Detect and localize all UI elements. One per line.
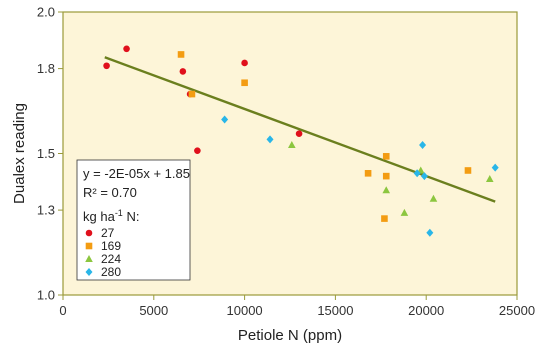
y-tick-label: 2.0: [37, 5, 55, 20]
data-point: [241, 79, 248, 87]
x-tick-label: 20000: [408, 303, 444, 318]
legend-marker-280: [85, 268, 93, 276]
legend-label: 27: [101, 226, 115, 240]
legend-title: kg ha-1 N:: [83, 208, 139, 224]
y-axis-ticks: 1.0 1.3 1.5 1.8 2.0: [37, 5, 63, 303]
data-point: [400, 208, 409, 216]
data-point: [364, 170, 372, 177]
x-tick-label: 15000: [317, 303, 353, 318]
data-point: [382, 186, 391, 194]
data-point: [420, 172, 428, 181]
y-tick-label: 1.8: [37, 61, 55, 76]
data-point: [464, 167, 472, 174]
data-point: [413, 169, 421, 178]
data-point: [485, 174, 494, 182]
legend-marker-169: [85, 242, 93, 250]
data-point: [288, 141, 296, 149]
x-tick-label: 10000: [227, 303, 263, 318]
legend-label: 280: [101, 265, 121, 279]
data-point: [188, 90, 196, 98]
data-point: [382, 172, 390, 180]
data-point: [426, 228, 434, 237]
y-tick-label: 1.0: [37, 288, 55, 303]
data-point: [491, 163, 499, 172]
data-point: [266, 135, 274, 144]
trendline-r2: R² = 0.70: [83, 185, 137, 200]
data-point: [429, 194, 438, 202]
legend-title-suffix: N:: [123, 209, 140, 224]
data-point: [179, 68, 187, 75]
data-point: [419, 141, 427, 150]
trendline-equation: y = -2E-05x + 1.85: [83, 166, 190, 181]
data-point: [241, 59, 248, 67]
legend-title-superscript: -1: [115, 208, 123, 218]
legend-frame: [76, 159, 191, 281]
data-point: [123, 45, 130, 53]
x-axis-ticks: 0 5000 10000 15000 20000 25000: [59, 295, 535, 318]
trend-line: [104, 56, 496, 203]
legend-title-prefix: kg ha: [83, 209, 116, 224]
data-point: [381, 215, 388, 222]
legend-marker-27: [85, 229, 93, 237]
y-axis-title: Dualex reading: [11, 103, 28, 204]
legend: y = -2E-05x + 1.85 R² = 0.70 kg ha-1 N: …: [76, 159, 191, 281]
x-tick-label: 25000: [499, 303, 535, 318]
series-169: [177, 51, 472, 222]
series-280: [221, 115, 499, 237]
legend-marker-224: [85, 255, 93, 262]
y-tick-label: 1.3: [37, 203, 55, 218]
data-point: [221, 115, 229, 124]
x-tick-label: 5000: [139, 303, 168, 318]
legend-label: 169: [101, 239, 121, 253]
data-point: [295, 130, 303, 137]
legend-label: 224: [101, 252, 121, 266]
plot-frame: [62, 11, 518, 296]
data-points: [103, 45, 499, 237]
x-tick-label: 0: [59, 303, 66, 318]
data-point: [194, 147, 201, 154]
y-tick-label: 1.5: [37, 146, 55, 161]
data-point: [177, 51, 185, 58]
data-point: [382, 153, 390, 160]
x-axis-title: Petiole N (ppm): [238, 327, 342, 344]
data-point: [103, 62, 110, 70]
